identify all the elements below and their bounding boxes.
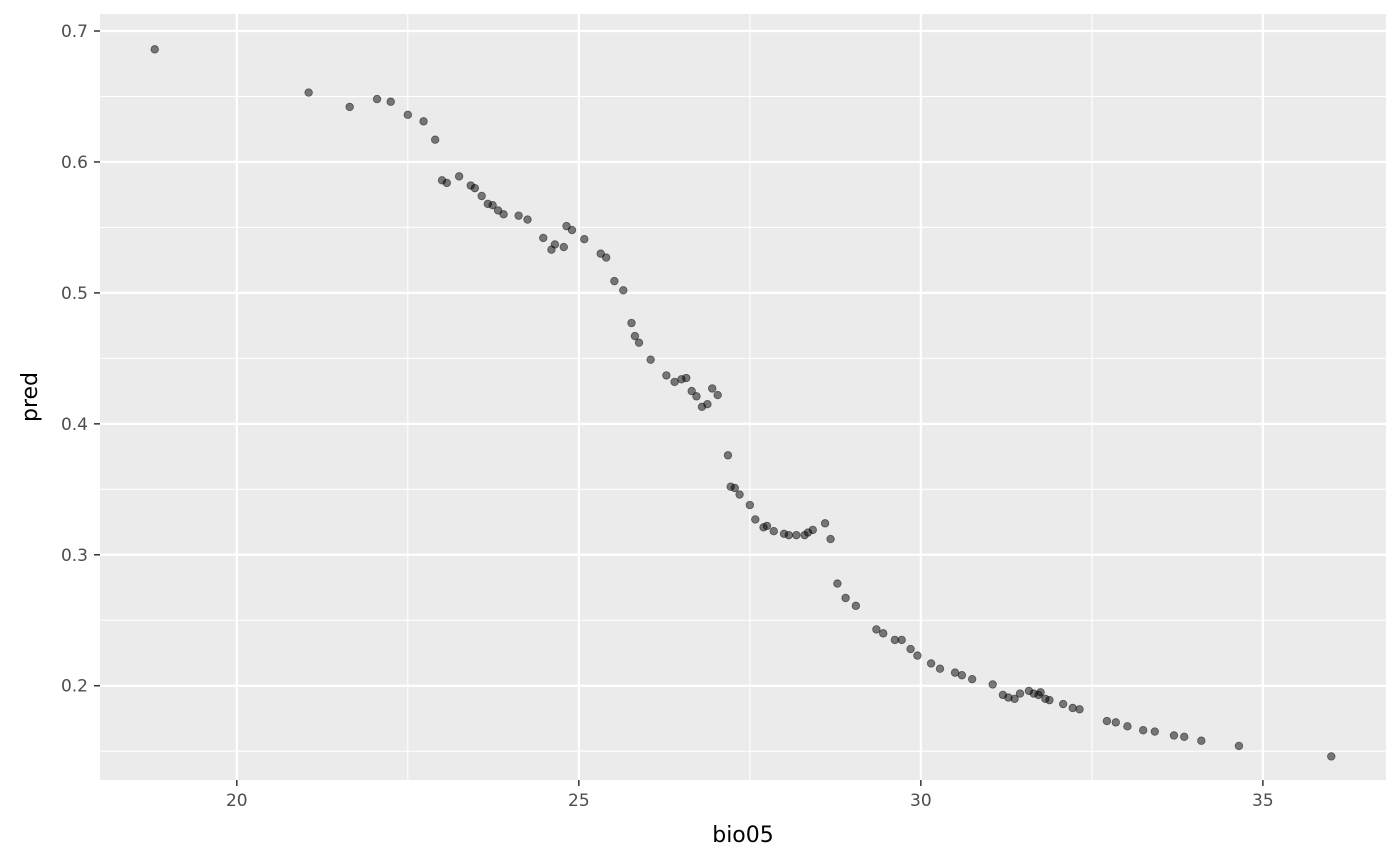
data-point xyxy=(1075,705,1084,714)
data-point xyxy=(601,253,611,262)
minor-gridlines xyxy=(100,14,1386,780)
data-point xyxy=(833,579,842,588)
data-point xyxy=(1045,695,1054,705)
data-point xyxy=(708,384,717,393)
data-point xyxy=(150,45,159,54)
data-point xyxy=(1169,731,1179,740)
data-point xyxy=(1102,716,1112,726)
data-point xyxy=(762,521,772,531)
data-point xyxy=(769,527,778,536)
data-point xyxy=(514,211,523,220)
data-point xyxy=(967,674,977,684)
data-point xyxy=(926,659,936,668)
y-tick-label: 0.4 xyxy=(61,415,88,435)
x-tick-label: 25 xyxy=(568,791,590,811)
data-point xyxy=(1015,689,1025,698)
data-point xyxy=(539,233,548,243)
y-tick-label: 0.7 xyxy=(61,22,88,42)
data-point xyxy=(488,200,497,210)
data-point xyxy=(745,500,755,510)
data-point xyxy=(646,355,655,364)
data-point xyxy=(723,451,733,460)
data-point xyxy=(1068,703,1077,713)
y-axis-ticks: 0.2 0.3 0.4 0.5 0.6 0.7 xyxy=(61,22,100,697)
data-point xyxy=(1058,699,1068,709)
data-point xyxy=(523,215,532,224)
data-point xyxy=(841,593,850,603)
x-tick-label: 35 xyxy=(1252,791,1274,811)
data-point xyxy=(345,102,354,112)
data-point xyxy=(957,671,967,680)
y-tick-label: 0.3 xyxy=(61,546,88,566)
data-point xyxy=(1197,736,1206,745)
data-point xyxy=(784,530,794,540)
data-point xyxy=(610,276,619,286)
data-point xyxy=(430,135,440,144)
data-point xyxy=(808,525,817,535)
plot-panel xyxy=(100,14,1386,780)
data-point xyxy=(1036,688,1045,697)
data-point xyxy=(580,235,589,244)
x-tick-label: 30 xyxy=(910,791,932,811)
data-point xyxy=(897,635,906,645)
data-point xyxy=(1327,752,1336,761)
data-point xyxy=(851,601,861,611)
data-point xyxy=(1138,726,1148,735)
data-point xyxy=(703,400,712,409)
data-point xyxy=(419,117,428,126)
major-gridlines xyxy=(100,14,1386,780)
data-point xyxy=(1123,722,1132,731)
x-axis-ticks: 20 25 30 35 xyxy=(226,780,1274,811)
data-point xyxy=(627,318,636,328)
data-point xyxy=(713,390,722,400)
data-point xyxy=(1150,727,1159,736)
data-point xyxy=(935,664,945,673)
data-point xyxy=(988,680,997,689)
data-point xyxy=(567,225,577,235)
data-point xyxy=(730,483,739,493)
data-point xyxy=(1010,694,1019,704)
data-point xyxy=(662,371,671,380)
data-point xyxy=(872,625,881,634)
y-tick-label: 0.2 xyxy=(61,677,88,697)
data-point xyxy=(550,240,560,249)
x-axis-title: bio05 xyxy=(712,823,774,848)
data-point xyxy=(372,94,382,104)
data-point xyxy=(403,110,413,120)
data-point xyxy=(751,515,760,524)
data-point xyxy=(559,242,568,252)
data-point xyxy=(304,88,313,97)
data-point xyxy=(386,97,395,106)
data-point xyxy=(454,172,464,181)
y-axis-title: pred xyxy=(18,372,43,422)
data-point xyxy=(792,530,801,540)
data-point xyxy=(477,191,486,201)
data-points xyxy=(150,45,1336,761)
y-tick-label: 0.5 xyxy=(61,284,88,304)
data-point xyxy=(634,338,644,347)
data-point xyxy=(1111,718,1121,727)
data-point xyxy=(499,210,508,219)
data-point xyxy=(913,651,922,660)
data-point xyxy=(687,386,696,396)
data-point xyxy=(1234,741,1244,751)
data-point xyxy=(630,331,640,341)
data-point xyxy=(470,183,480,193)
data-point xyxy=(619,286,628,295)
data-point xyxy=(820,519,830,528)
data-point xyxy=(735,490,744,499)
data-point xyxy=(879,629,888,638)
data-point xyxy=(1180,732,1189,741)
data-point xyxy=(906,644,915,654)
y-tick-label: 0.6 xyxy=(61,153,88,173)
data-point xyxy=(826,534,835,544)
data-point xyxy=(682,373,691,383)
data-point xyxy=(442,178,452,188)
x-tick-label: 20 xyxy=(226,791,248,811)
data-point xyxy=(692,392,701,401)
